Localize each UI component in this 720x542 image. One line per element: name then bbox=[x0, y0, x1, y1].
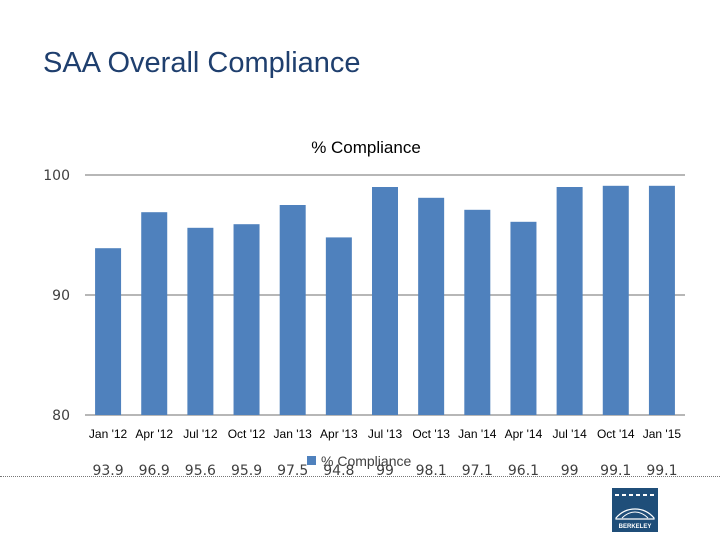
x-axis-ticks: Jan '12 Apr '12 Jul '12 Oct '12 Jan '13 Apr '… bbox=[89, 427, 681, 441]
footer-divider bbox=[0, 476, 720, 477]
data-label: 97.5 bbox=[277, 463, 308, 479]
x-tick-label: Oct '12 bbox=[228, 427, 266, 441]
bar bbox=[187, 227, 214, 415]
berkeley-lab-logo: BERKELEY LAB bbox=[612, 488, 658, 540]
data-label: 99.1 bbox=[646, 463, 677, 479]
bar bbox=[141, 212, 168, 415]
data-label: 99 bbox=[561, 463, 579, 479]
bar bbox=[418, 197, 445, 415]
y-axis-ticks: 80 90 100 bbox=[43, 168, 70, 424]
bar bbox=[233, 224, 260, 415]
x-tick-label: Apr '14 bbox=[505, 427, 543, 441]
data-label: 93.9 bbox=[92, 463, 123, 479]
bar bbox=[325, 237, 352, 415]
legend: % Compliance bbox=[307, 453, 411, 469]
x-tick-label: Oct '14 bbox=[597, 427, 635, 441]
chart-title: % Compliance bbox=[311, 138, 421, 157]
data-label: 97.1 bbox=[462, 463, 493, 479]
bar bbox=[556, 187, 583, 415]
bar bbox=[648, 185, 675, 415]
logo-text: BERKELEY LAB bbox=[618, 524, 652, 540]
x-tick-label: Jan '15 bbox=[643, 427, 682, 441]
data-label: 95.9 bbox=[231, 463, 262, 479]
data-label: 96.9 bbox=[139, 463, 170, 479]
y-tick-label: 100 bbox=[43, 168, 70, 184]
data-label: 95.6 bbox=[185, 463, 216, 479]
x-tick-label: Jan '13 bbox=[274, 427, 313, 441]
bars bbox=[95, 185, 675, 415]
data-label: 98.1 bbox=[416, 463, 447, 479]
x-tick-label: Jul '12 bbox=[183, 427, 218, 441]
bar bbox=[372, 187, 398, 415]
x-tick-label: Jul '14 bbox=[552, 427, 587, 441]
x-tick-label: Jul '13 bbox=[368, 427, 403, 441]
y-tick-label: 80 bbox=[52, 408, 70, 424]
x-tick-label: Jan '12 bbox=[89, 427, 128, 441]
bar bbox=[510, 221, 537, 415]
data-label: 96.1 bbox=[508, 463, 539, 479]
data-labels: 93.9 96.9 95.6 95.9 97.5 94.8 99 98.1 97.1 96.1 99… bbox=[92, 463, 677, 479]
x-tick-label: Apr '13 bbox=[320, 427, 358, 441]
bar bbox=[95, 248, 122, 415]
legend-swatch bbox=[307, 456, 316, 465]
y-tick-label: 90 bbox=[52, 288, 70, 304]
x-tick-label: Apr '12 bbox=[135, 427, 173, 441]
slide-title: SAA Overall Compliance bbox=[43, 47, 361, 79]
data-label: 94.8 bbox=[323, 463, 354, 479]
bar bbox=[464, 209, 491, 415]
bar bbox=[279, 205, 306, 415]
x-tick-label: Oct '13 bbox=[412, 427, 450, 441]
x-tick-label: Jan '14 bbox=[458, 427, 497, 441]
bar bbox=[602, 185, 629, 415]
legend-label: % Compliance bbox=[321, 453, 411, 469]
data-label: 99 bbox=[376, 463, 394, 479]
data-label: 99.1 bbox=[600, 463, 631, 479]
